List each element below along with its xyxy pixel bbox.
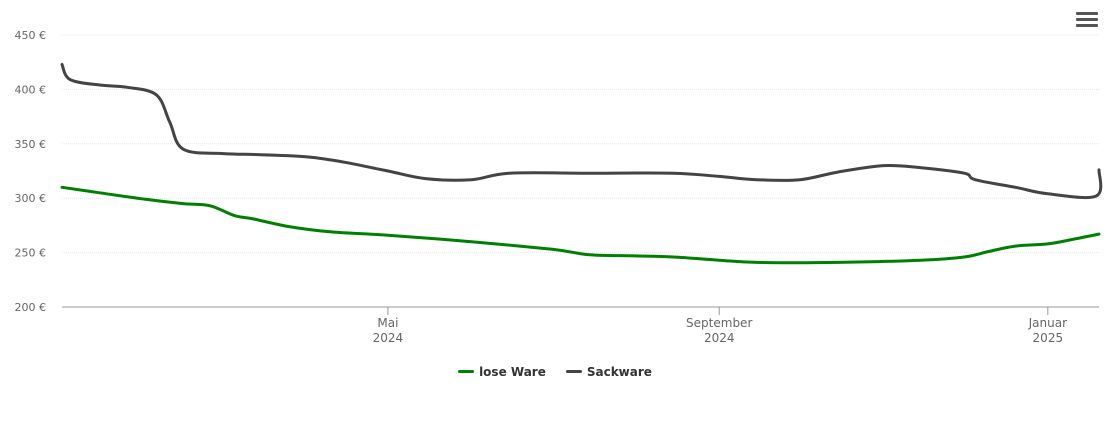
x-tick-label-month: Mai <box>377 316 398 330</box>
y-tick-label: 250 € <box>15 247 47 260</box>
y-tick-label: 400 € <box>15 83 47 96</box>
legend-item-sackware[interactable]: Sackware <box>565 364 652 379</box>
series-line-lose-ware[interactable] <box>60 185 1101 265</box>
chart-legend: lose Ware Sackware <box>0 362 1110 379</box>
line-chart: 200 €250 €300 €350 €400 €450 €Mai2024Sep… <box>15 29 1103 345</box>
series-line-sackware[interactable] <box>60 62 1103 200</box>
grid-lines <box>62 34 1099 254</box>
series-lines <box>60 62 1103 265</box>
chart-menu-button[interactable] <box>1076 12 1098 32</box>
y-tick-label: 300 € <box>15 192 47 205</box>
hamburger-menu-icon <box>1076 12 1098 15</box>
x-tick-label-year: 2024 <box>373 331 404 345</box>
x-tick-label-month: September <box>686 316 752 330</box>
legend-swatch <box>565 370 582 373</box>
legend-label: Sackware <box>586 364 652 379</box>
y-tick-label: 350 € <box>15 138 47 151</box>
x-tick-label-year: 2024 <box>704 331 735 345</box>
y-tick-label: 450 € <box>15 29 47 42</box>
axes: 200 €250 €300 €350 €400 €450 €Mai2024Sep… <box>15 29 1099 345</box>
legend-item-lose-ware[interactable]: lose Ware <box>458 365 546 379</box>
x-tick-label-month: Januar <box>1028 316 1067 330</box>
y-tick-label: 200 € <box>15 301 47 314</box>
legend-swatch <box>458 370 475 373</box>
legend-label: lose Ware <box>479 364 546 379</box>
x-tick-label-year: 2025 <box>1033 331 1064 345</box>
